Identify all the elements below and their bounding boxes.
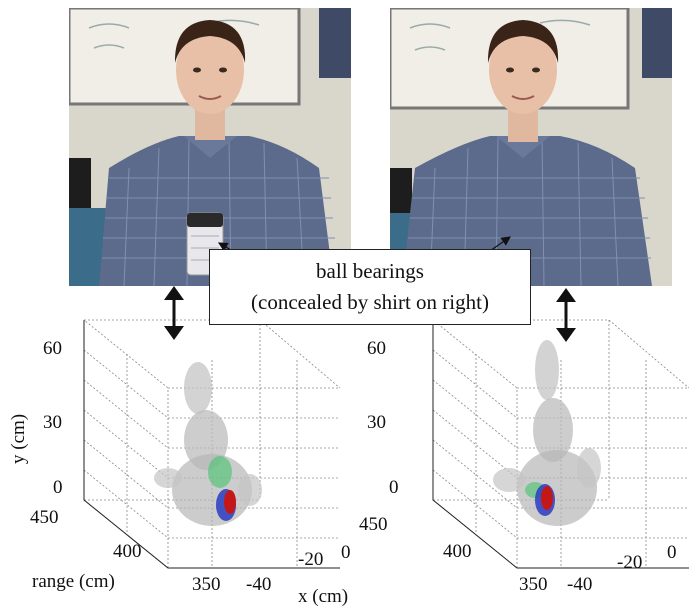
- y-axis-label: y (cm): [8, 414, 29, 464]
- x-tick-minus40: -40: [246, 574, 271, 595]
- x-tick-0: 0: [667, 542, 677, 563]
- range-tick-400: 400: [443, 541, 472, 562]
- callout-line-1: ball bearings: [316, 259, 424, 283]
- ball-bearings-callout: ball bearings (concealed by shirt on rig…: [209, 249, 531, 325]
- point-cloud-right: [493, 340, 601, 526]
- range-tick-450: 450: [30, 507, 59, 528]
- photo-left-drawing: [69, 8, 351, 286]
- range-tick-350: 350: [192, 574, 221, 595]
- plot-axes-left: [83, 320, 340, 569]
- photo-with-visible-bearings: [69, 8, 351, 286]
- x-tick-minus20: -20: [617, 552, 642, 573]
- photo-right-drawing: [390, 8, 672, 286]
- photo-with-concealed-bearings: [390, 8, 672, 286]
- x-axis-label: x (cm): [298, 586, 348, 607]
- x-tick-minus20: -20: [298, 549, 323, 570]
- y-tick-0: 0: [389, 477, 399, 498]
- radar-plot-left-svg: 60 30 0 y (cm) 450 400 350 range (cm) -4…: [8, 319, 351, 607]
- point-cloud-left: [154, 362, 262, 526]
- y-tick-60: 60: [43, 338, 62, 359]
- range-axis-label: range (cm): [32, 571, 115, 592]
- radar-plot-right: 60 30 0 450 400 350 -40 -20 0: [349, 300, 689, 607]
- y-tick-60: 60: [367, 338, 386, 359]
- x-tick-0: 0: [341, 542, 351, 563]
- x-tick-minus40: -40: [567, 574, 592, 595]
- range-tick-400: 400: [113, 541, 142, 562]
- range-tick-350: 350: [519, 574, 548, 595]
- y-tick-30: 30: [367, 412, 386, 433]
- callout-line-2: (concealed by shirt on right): [251, 290, 489, 314]
- radar-plot-right-svg: 60 30 0 450 400 350 -40 -20 0: [359, 319, 689, 595]
- y-tick-30: 30: [43, 412, 62, 433]
- y-tick-0: 0: [53, 477, 63, 498]
- radar-plot-left: 60 30 0 y (cm) 450 400 350 range (cm) -4…: [0, 300, 351, 607]
- plot-axes-right: [432, 320, 689, 569]
- range-tick-450: 450: [359, 514, 388, 535]
